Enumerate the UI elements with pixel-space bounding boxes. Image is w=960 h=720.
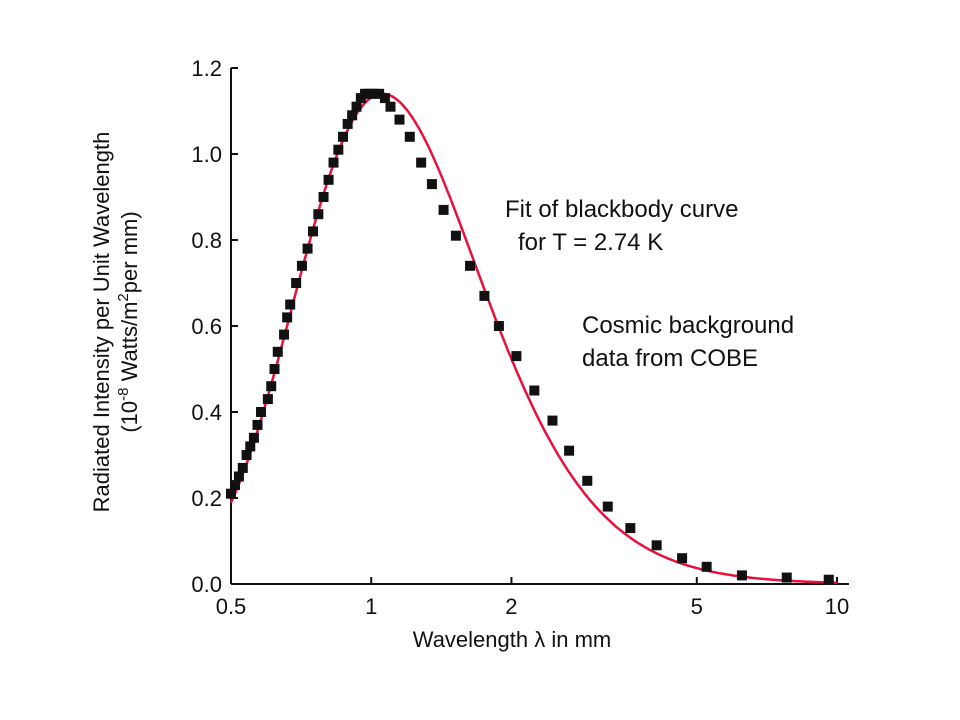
data-point-marker: [296, 260, 307, 271]
data-point-marker: [313, 209, 324, 220]
data-point-marker: [308, 226, 319, 237]
data-point-marker: [245, 441, 256, 452]
data-point-marker: [368, 88, 379, 99]
data-point-marker: [256, 407, 267, 417]
data-annotation-line2: data from COBE: [582, 345, 758, 372]
blackbody-fit-curve: [229, 92, 838, 584]
data-point-marker: [602, 501, 613, 512]
x-axis-title: Wavelength λ in mm: [413, 627, 611, 652]
data-point-marker: [823, 574, 834, 585]
fit-annotation-line1: Fit of blackbody curve: [505, 196, 738, 223]
y-tick-label: 0.2: [191, 486, 222, 511]
x-axis-title-post: in mm: [545, 627, 611, 652]
y-units-exponent: -8: [115, 388, 132, 401]
data-point-marker: [394, 114, 405, 125]
data-point-marker: [279, 329, 290, 340]
y-tick-label: 1.2: [191, 56, 222, 81]
x-tick-label: 5: [691, 594, 703, 619]
y-units-close: per mm): [117, 211, 142, 293]
y-tick-label: 0.4: [191, 400, 222, 425]
data-point-marker: [404, 131, 415, 142]
x-tick-label: 10: [825, 594, 849, 619]
data-point-marker: [266, 381, 277, 392]
data-point-marker: [582, 475, 593, 486]
data-point-marker: [338, 131, 349, 142]
data-point-marker: [625, 523, 636, 534]
y-units-exponent2: 2: [115, 293, 132, 301]
fit-annotation-line2: for T = 2.74 K: [518, 229, 663, 256]
data-point-marker: [237, 462, 248, 473]
data-point-marker: [781, 572, 792, 583]
data-point-marker: [493, 321, 504, 331]
y-ticks: 0.0 0.2 0.4 0.6 0.8 1.0 1.2: [191, 56, 238, 597]
data-point-marker: [233, 471, 244, 482]
data-annotation-line1: Cosmic background: [582, 312, 794, 339]
data-point-marker: [651, 540, 662, 551]
y-units-open: (10: [117, 401, 142, 433]
y-tick-label: 0.8: [191, 228, 222, 253]
data-point-marker: [272, 346, 283, 357]
data-point-marker: [416, 157, 427, 168]
data-point-marker: [450, 230, 461, 241]
data-point-marker: [701, 561, 712, 572]
y-axis-title-line2: (10-8 Watts/m2per mm): [115, 211, 142, 432]
data-point-marker: [226, 488, 236, 499]
x-tick-label: 1: [365, 594, 377, 619]
data-point-marker: [426, 179, 437, 190]
cobe-data-markers: [226, 88, 834, 585]
x-tick-label: 0.5: [216, 594, 247, 619]
x-axis-title-pre: Wavelength: [413, 627, 534, 652]
data-point-marker: [252, 419, 263, 430]
y-tick-label: 0.0: [191, 572, 222, 597]
data-point-marker: [547, 415, 558, 426]
y-axis-title-line1: Radiated Intensity per Unit Wavelength: [89, 132, 114, 513]
data-point-marker: [465, 260, 476, 271]
data-point-marker: [379, 93, 390, 104]
data-point-marker: [479, 290, 490, 301]
data-point-marker: [241, 450, 252, 460]
y-units-mid: Watts/m: [117, 302, 142, 388]
data-point-marker: [269, 364, 280, 374]
data-point-marker: [302, 243, 313, 254]
data-point-marker: [333, 144, 344, 155]
data-point-marker: [291, 278, 302, 288]
data-point-marker: [262, 394, 273, 405]
data-point-marker: [677, 553, 688, 564]
data-point-marker: [285, 299, 296, 310]
x-ticks: 0.5 1 2 5 10: [216, 577, 849, 619]
data-point-marker: [230, 480, 241, 491]
data-point-marker: [328, 157, 339, 168]
data-point-marker: [323, 174, 334, 185]
data-point-marker: [511, 351, 522, 362]
data-point-marker: [318, 192, 329, 202]
data-point-marker: [438, 204, 449, 215]
data-point-marker: [351, 101, 362, 112]
data-point-marker: [736, 570, 747, 581]
x-tick-label: 2: [505, 594, 517, 619]
data-point-marker: [564, 445, 575, 456]
data-point-marker: [347, 110, 358, 121]
y-tick-label: 0.6: [191, 314, 222, 339]
data-point-marker: [385, 101, 396, 112]
y-tick-label: 1.0: [191, 142, 222, 167]
data-point-marker: [374, 88, 385, 99]
data-point-marker: [248, 432, 259, 443]
data-point-marker: [529, 385, 540, 396]
data-point-marker: [342, 118, 353, 129]
data-point-marker: [282, 312, 293, 323]
lambda-symbol: λ: [534, 627, 545, 652]
y-axis-title: Radiated Intensity per Unit Wavelength (…: [89, 132, 142, 513]
